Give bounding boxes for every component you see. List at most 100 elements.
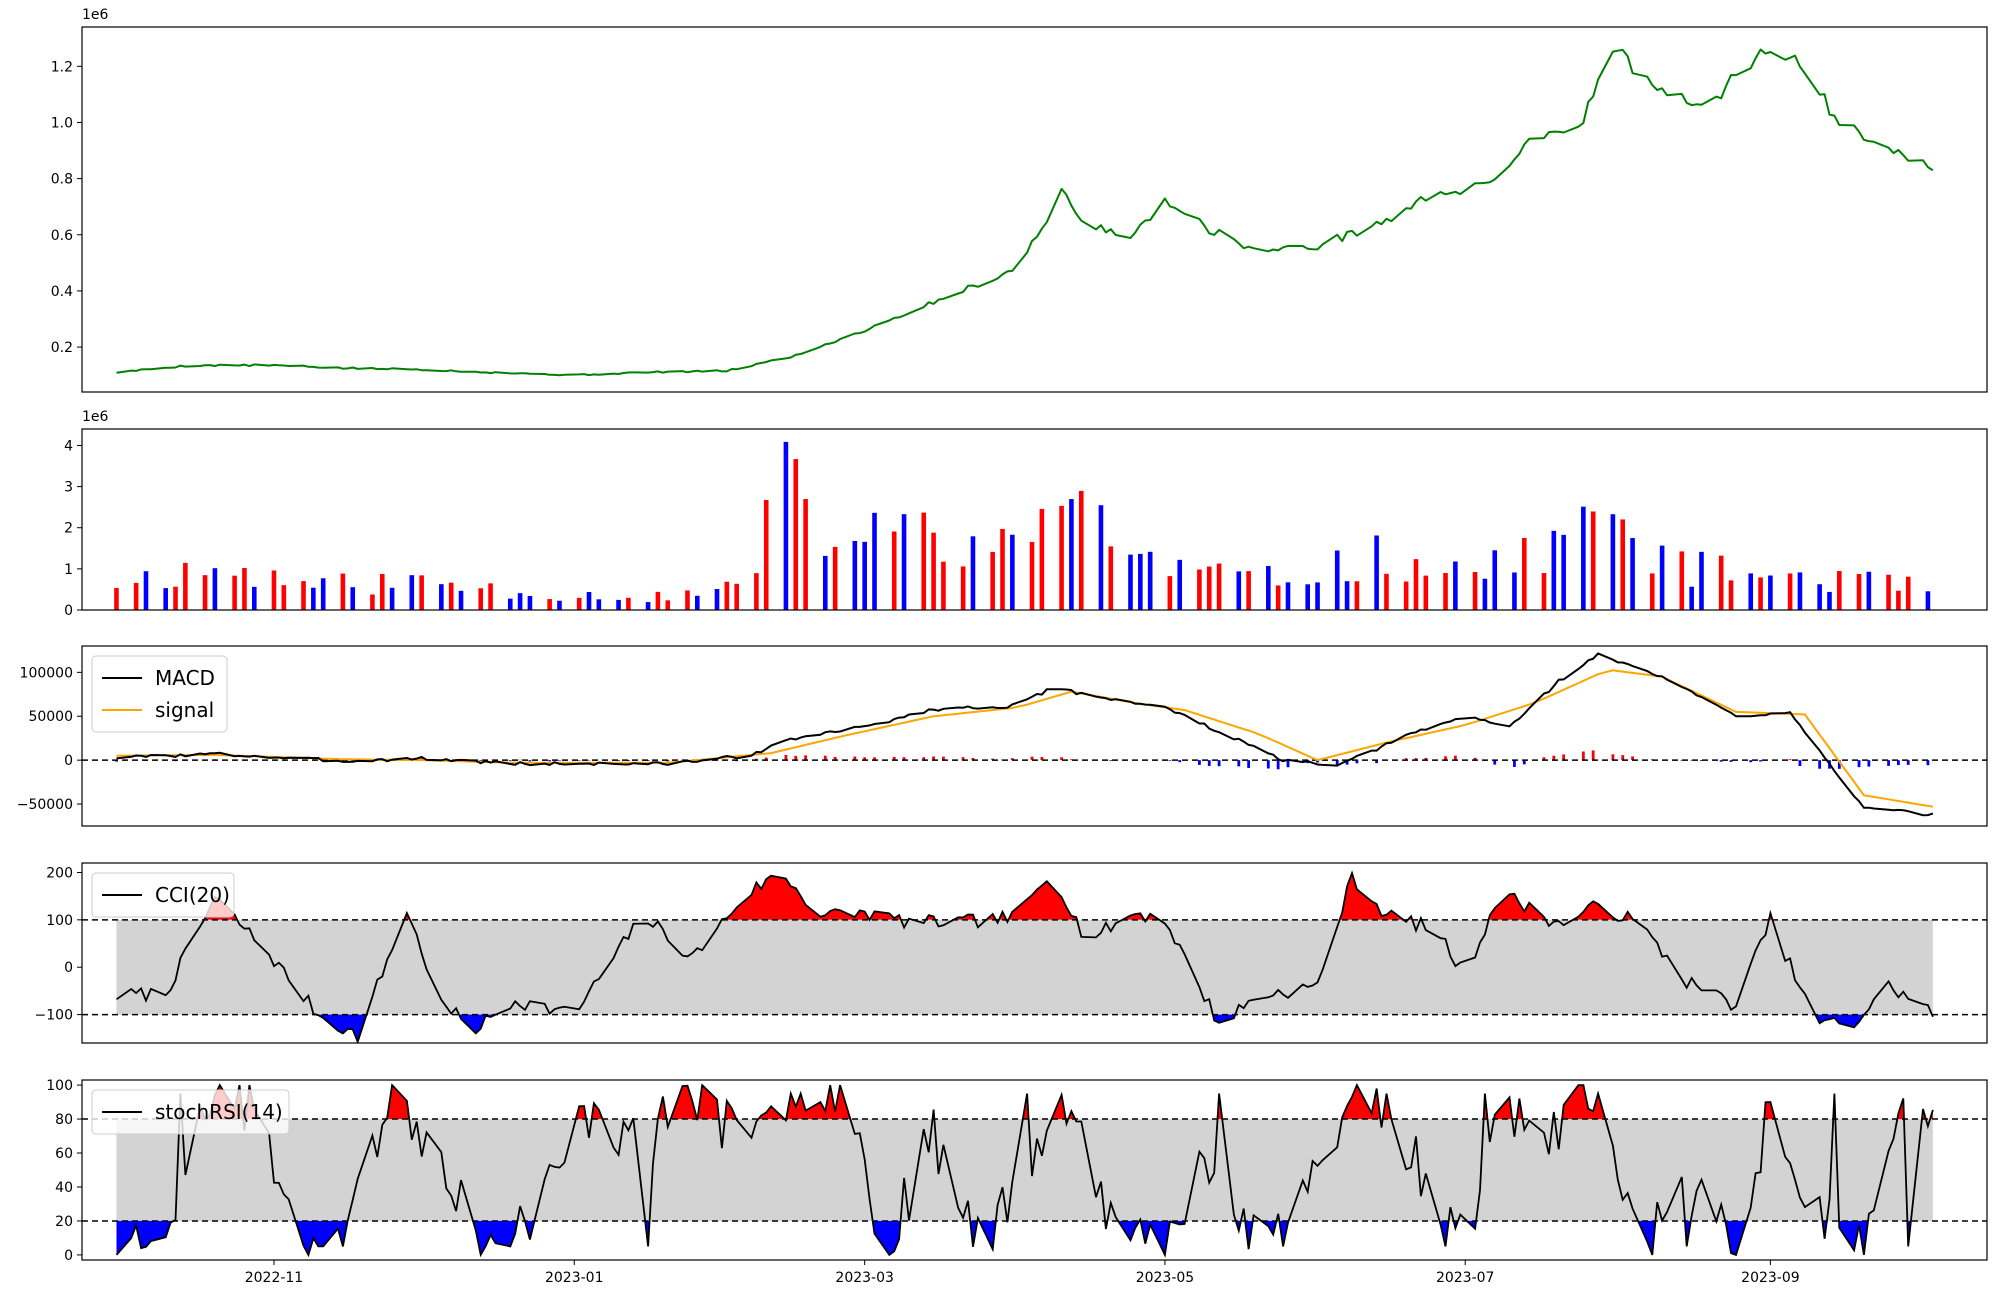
xtick-label: 2023-01 bbox=[545, 1270, 604, 1286]
price-ytick-label: 0.4 bbox=[51, 284, 73, 300]
volume-bar bbox=[380, 574, 385, 610]
macd-histogram-bar bbox=[1237, 760, 1240, 766]
volume-bar bbox=[892, 531, 897, 610]
macd-histogram-bar bbox=[548, 760, 551, 761]
stochrsi-ytick-label: 100 bbox=[46, 1078, 73, 1094]
stochrsi-band-fill bbox=[116, 1119, 1932, 1221]
volume-bar bbox=[1561, 535, 1566, 610]
volume-bar bbox=[1699, 552, 1704, 610]
stochrsi-ytick-label: 80 bbox=[55, 1112, 73, 1128]
cci-ytick-label: 200 bbox=[46, 865, 73, 881]
volume-bar bbox=[1059, 506, 1064, 610]
volume-bar bbox=[1837, 571, 1842, 610]
volume-bar bbox=[725, 582, 730, 610]
stochrsi-ytick-label: 40 bbox=[55, 1180, 73, 1196]
macd-histogram-bar bbox=[1277, 760, 1280, 769]
volume-bar bbox=[616, 600, 621, 610]
xtick-label: 2023-03 bbox=[835, 1270, 894, 1286]
volume-bar bbox=[1926, 591, 1931, 610]
volume-bar bbox=[350, 587, 355, 610]
volume-bar bbox=[341, 574, 346, 610]
volume-bar bbox=[665, 600, 670, 610]
volume-bar bbox=[1168, 576, 1173, 610]
volume-bar bbox=[1680, 551, 1685, 610]
cci-overbought-fill bbox=[1009, 881, 1078, 920]
volume-bar bbox=[1404, 582, 1409, 610]
price-line bbox=[117, 50, 1933, 376]
volume-bar bbox=[1079, 491, 1084, 610]
volume-bar bbox=[1798, 572, 1803, 610]
volume-bar bbox=[449, 583, 454, 610]
volume-bar bbox=[183, 563, 188, 610]
stochrsi-ytick-label: 20 bbox=[55, 1214, 73, 1230]
volume-bar bbox=[1660, 546, 1665, 610]
volume-ytick-label: 2 bbox=[64, 521, 73, 537]
volume-bar bbox=[114, 588, 119, 610]
macd-histogram-bar bbox=[1562, 754, 1565, 760]
price-ytick-label: 1.0 bbox=[51, 115, 73, 131]
macd-histogram-bar bbox=[1927, 760, 1930, 765]
volume-bar bbox=[862, 542, 867, 610]
macd-histogram-bar bbox=[578, 760, 581, 761]
volume-bar bbox=[311, 588, 316, 610]
price-frame bbox=[82, 27, 1987, 392]
volume-bar bbox=[1758, 577, 1763, 610]
volume-bar bbox=[833, 547, 838, 610]
volume-bar bbox=[803, 499, 808, 610]
xtick-label: 2023-07 bbox=[1436, 1270, 1495, 1286]
volume-bar bbox=[1040, 509, 1045, 610]
volume-bar bbox=[1345, 581, 1350, 610]
volume-bar bbox=[1384, 574, 1389, 610]
macd-histogram-bar bbox=[1611, 754, 1614, 760]
volume-bar bbox=[1581, 507, 1586, 610]
price-offset-label: 1e6 bbox=[82, 7, 109, 23]
volume-bar bbox=[1896, 591, 1901, 610]
volume-bar bbox=[1207, 567, 1212, 610]
volume-bar bbox=[971, 536, 976, 610]
volume-bar bbox=[1611, 514, 1616, 610]
volume-bar bbox=[410, 575, 415, 610]
macd-legend-label: signal bbox=[155, 698, 214, 722]
volume-bar bbox=[1069, 499, 1074, 610]
macd-ytick-label: 0 bbox=[64, 753, 73, 769]
volume-bar bbox=[1138, 554, 1143, 610]
volume-bar bbox=[1453, 561, 1458, 610]
volume-plot-area bbox=[114, 442, 1930, 610]
volume-bar bbox=[1591, 511, 1596, 610]
volume-bar bbox=[734, 584, 739, 610]
volume-ytick-label: 4 bbox=[64, 438, 73, 454]
macd-legend-label: MACD bbox=[155, 666, 215, 690]
volume-bar bbox=[715, 589, 720, 610]
macd-histogram-bar bbox=[1789, 759, 1792, 760]
volume-bar bbox=[754, 573, 759, 610]
macd-histogram-bar bbox=[529, 760, 532, 761]
volume-bar bbox=[321, 578, 326, 610]
macd-histogram-bar bbox=[1513, 760, 1516, 767]
price-ytick-label: 1.2 bbox=[51, 59, 73, 75]
price-ytick-label: 0.2 bbox=[51, 340, 73, 356]
volume-ytick-label: 0 bbox=[64, 603, 73, 619]
volume-bar bbox=[1906, 577, 1911, 610]
xtick-label: 2023-09 bbox=[1741, 1270, 1800, 1286]
volume-bar bbox=[587, 592, 592, 610]
volume-bar bbox=[1867, 572, 1872, 610]
volume-bar bbox=[764, 500, 769, 610]
volume-bar bbox=[1630, 538, 1635, 610]
volume-bar bbox=[793, 459, 798, 610]
volume-bar bbox=[1443, 573, 1448, 610]
volume-bar bbox=[508, 599, 513, 610]
volume-bar bbox=[1719, 556, 1724, 610]
stochrsi-overbought-fill bbox=[758, 1106, 784, 1119]
stochrsi-overbought-fill bbox=[786, 1085, 850, 1119]
macd-histogram-bar bbox=[1759, 760, 1762, 761]
volume-bar bbox=[1217, 564, 1222, 610]
cci-ytick-label: −100 bbox=[35, 1008, 73, 1024]
volume-bar bbox=[144, 571, 149, 610]
volume-bar bbox=[1512, 572, 1517, 610]
volume-bar bbox=[1729, 580, 1734, 610]
volume-bar bbox=[695, 596, 700, 610]
volume-bar bbox=[282, 585, 287, 610]
